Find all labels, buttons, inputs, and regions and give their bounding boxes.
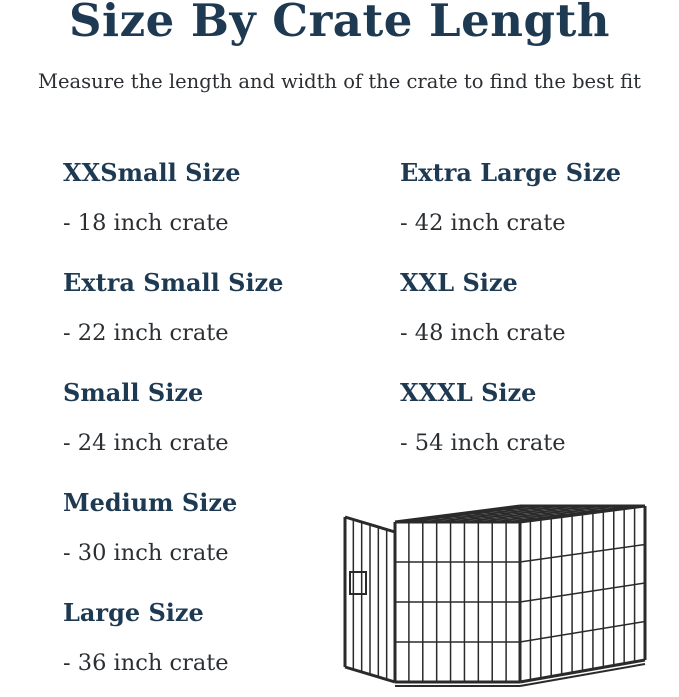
size-name: XXXL Size	[400, 378, 537, 407]
size-item: Medium Size - 30 inch crate	[63, 488, 237, 568]
size-item: Extra Small Size - 22 inch crate	[63, 268, 283, 348]
size-item: XXSmall Size - 18 inch crate	[63, 158, 240, 238]
size-name: XXL Size	[400, 268, 518, 297]
size-item: Small Size - 24 inch crate	[63, 378, 229, 458]
size-name: XXSmall Size	[63, 158, 241, 187]
crate-length: - 24 inch crate	[63, 430, 229, 456]
crate-length: - 30 inch crate	[63, 540, 229, 566]
size-item: XXL Size - 48 inch crate	[400, 268, 566, 348]
crate-length: - 18 inch crate	[63, 210, 229, 236]
crate-length: - 22 inch crate	[63, 320, 229, 346]
crate-length: - 48 inch crate	[400, 320, 566, 346]
crate-length: - 54 inch crate	[400, 430, 566, 456]
crate-length: - 36 inch crate	[63, 650, 229, 676]
size-name: Medium Size	[63, 488, 238, 517]
subtitle: Measure the length and width of the crat…	[38, 70, 641, 93]
wire-crate-icon	[343, 504, 647, 687]
size-item: Large Size - 36 inch crate	[63, 598, 229, 678]
size-name: Extra Small Size	[63, 268, 284, 297]
size-name: Large Size	[63, 598, 204, 627]
crate-length: - 42 inch crate	[400, 210, 566, 236]
size-item: XXXL Size - 54 inch crate	[400, 378, 566, 458]
size-name: Small Size	[63, 378, 204, 407]
page-title: Size By Crate Length	[68, 0, 610, 47]
size-name: Extra Large Size	[400, 158, 622, 187]
size-item: Extra Large Size - 42 inch crate	[400, 158, 621, 238]
